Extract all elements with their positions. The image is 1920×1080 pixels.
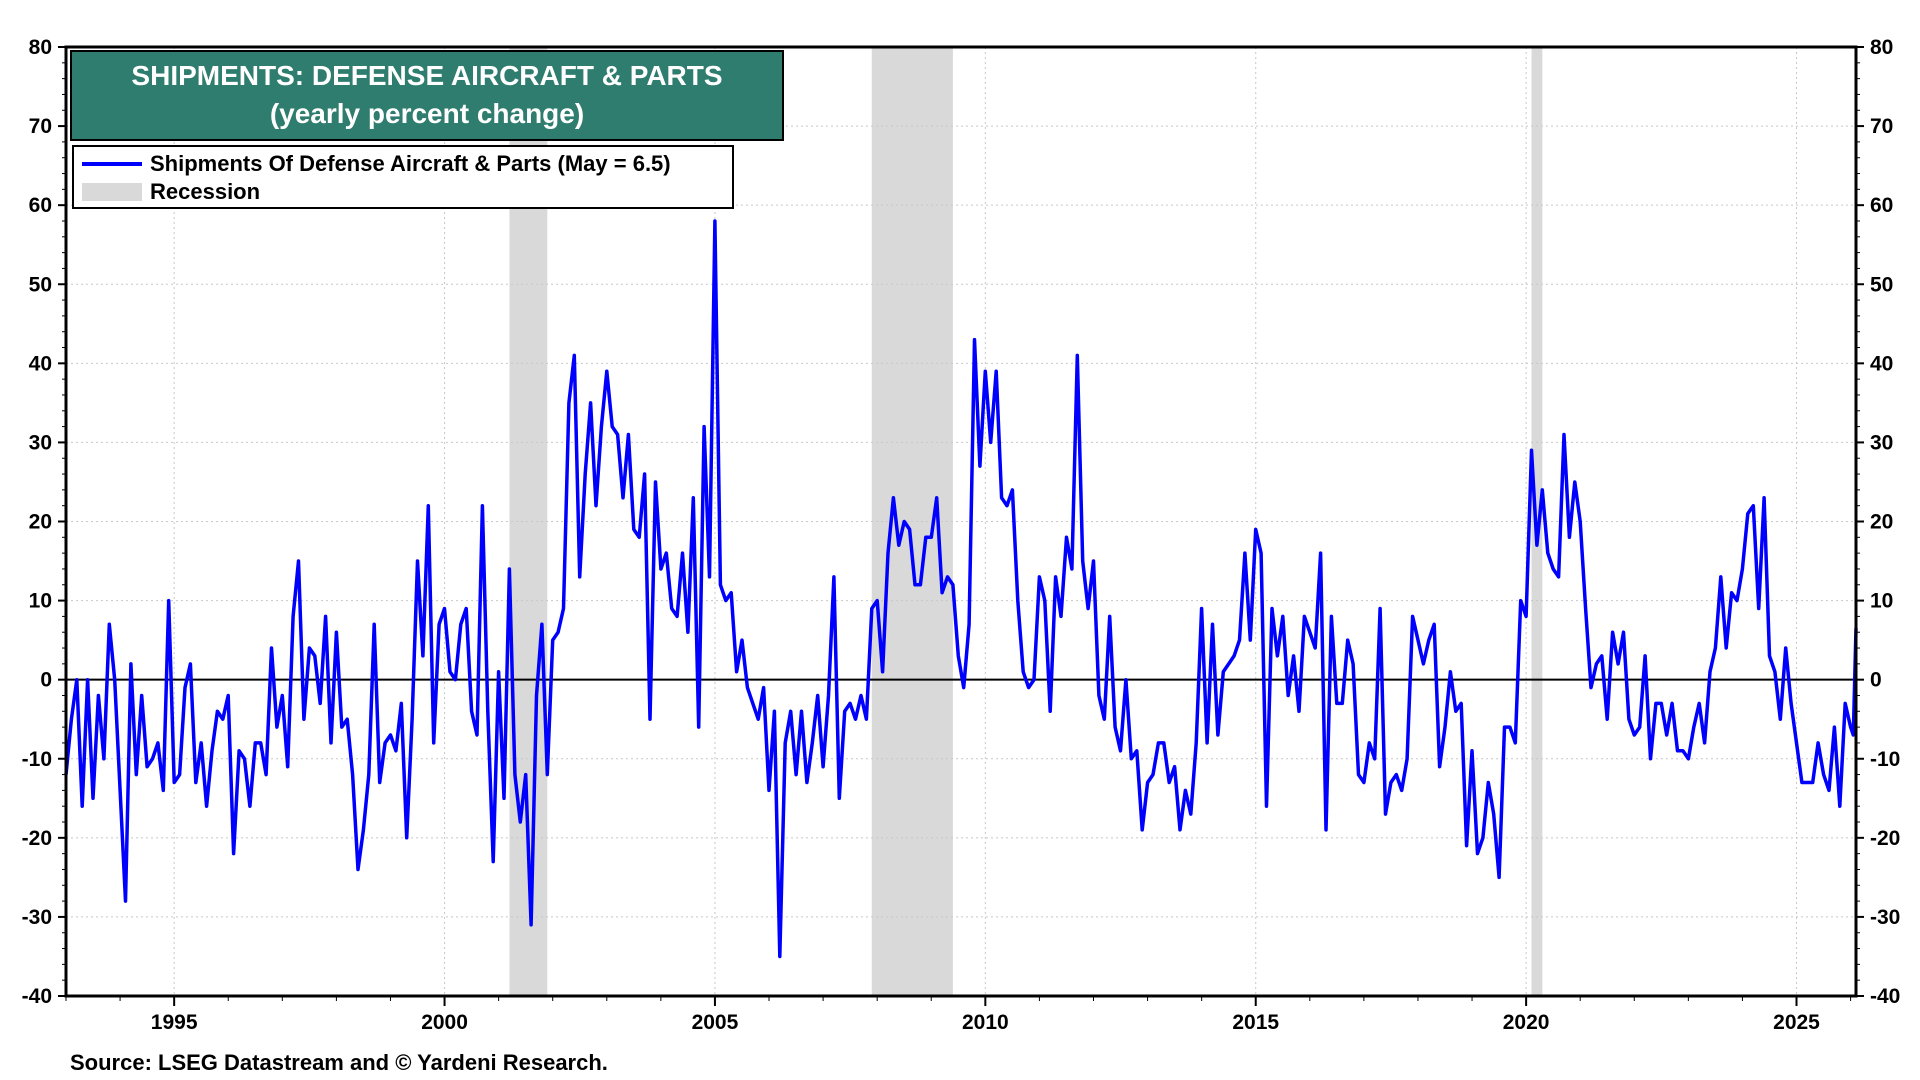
y-axis-left: 80 70 60 50 40 30 20 10 0 -10 -20 -30 -40 [22, 36, 66, 1008]
y-tick-label-right: 60 [1870, 194, 1893, 217]
x-tick-label: 2020 [1503, 1011, 1550, 1034]
legend-line-swatch [82, 162, 142, 166]
chart-title: SHIPMENTS: DEFENSE AIRCRAFT & PARTS [131, 60, 723, 91]
y-tick-label-right: -30 [1870, 906, 1900, 929]
y-axis-right: 80 70 60 50 40 30 20 10 0 -10 -20 -30 -40 [1856, 36, 1900, 1008]
x-tick-label: 2005 [692, 1011, 739, 1034]
source-note: Source: LSEG Datastream and © Yardeni Re… [70, 1050, 608, 1075]
y-tick-label-left: 0 [40, 669, 52, 692]
legend-recession-swatch [82, 183, 142, 201]
y-tick-label-left: -40 [22, 985, 52, 1008]
y-tick-label-left: 50 [29, 273, 52, 296]
series-line [64, 219, 1858, 959]
y-tick-label-left: 80 [29, 36, 52, 59]
y-tick-label-right: 10 [1870, 590, 1893, 613]
y-tick-label-left: 10 [29, 590, 52, 613]
x-tick-label: 1995 [151, 1011, 198, 1034]
y-tick-label-right: -40 [1870, 985, 1900, 1008]
y-tick-label-right: 70 [1870, 115, 1893, 138]
x-axis: 1995 2000 2005 2010 2015 2020 2025 [65, 996, 1852, 1034]
y-tick-label-right: 30 [1870, 431, 1893, 454]
y-tick-label-right: -10 [1870, 748, 1900, 771]
y-tick-label-left: -10 [22, 748, 52, 771]
y-tick-label-left: 30 [29, 431, 52, 454]
y-tick-label-left: -30 [22, 906, 52, 929]
x-tick-label: 2000 [421, 1011, 468, 1034]
y-tick-label-left: 20 [29, 511, 52, 534]
y-tick-label-right: 40 [1870, 352, 1893, 375]
y-tick-label-right: 50 [1870, 273, 1893, 296]
x-tick-label: 2010 [962, 1011, 1009, 1034]
legend-item-recession: Recession [82, 179, 260, 205]
chart-title-box: SHIPMENTS: DEFENSE AIRCRAFT & PARTS (yea… [70, 50, 784, 141]
y-tick-label-right: 80 [1870, 36, 1893, 59]
legend-recession-label: Recession [150, 179, 261, 204]
y-tick-label-left: 40 [29, 352, 52, 375]
y-tick-label-left: 70 [29, 115, 52, 138]
legend-series-label: Shipments Of Defense Aircraft & Parts (M… [150, 151, 671, 176]
legend: Shipments Of Defense Aircraft & Parts (M… [72, 145, 734, 209]
legend-item-series: Shipments Of Defense Aircraft & Parts (M… [82, 151, 671, 177]
y-tick-label-right: 0 [1870, 669, 1882, 692]
y-tick-label-left: -20 [22, 827, 52, 850]
x-tick-label: 2015 [1232, 1011, 1279, 1034]
x-tick-label: 2025 [1773, 1011, 1820, 1034]
y-tick-label-left: 60 [29, 194, 52, 217]
y-tick-label-right: -20 [1870, 827, 1900, 850]
y-tick-label-right: 20 [1870, 511, 1893, 534]
chart-subtitle: (yearly percent change) [269, 98, 585, 129]
